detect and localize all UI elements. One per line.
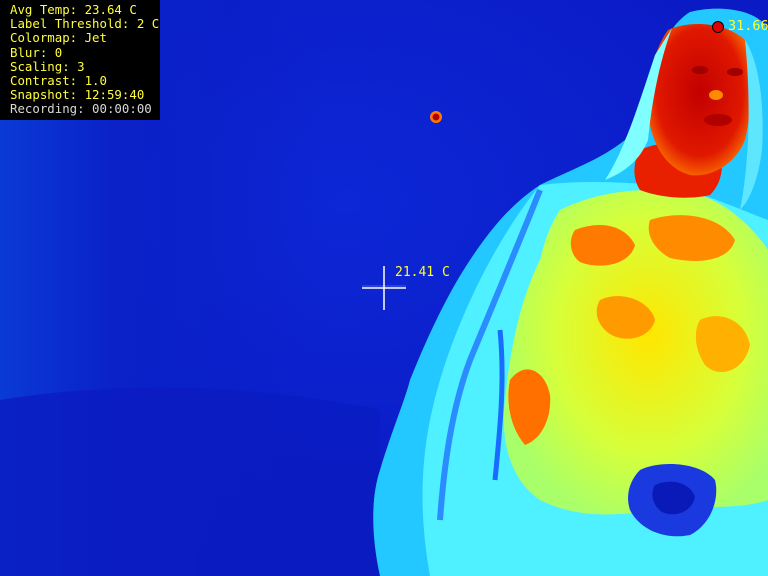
- chest-heat-patch: [596, 296, 655, 339]
- hud-info-panel: Avg Temp: 23.64 C Label Threshold: 2 C C…: [0, 0, 160, 120]
- sofa-region: [0, 387, 380, 576]
- crosshair-icon: [362, 266, 406, 310]
- hot-spot-inner: [432, 113, 440, 121]
- center-temp-label: 21.41 C: [395, 265, 450, 280]
- max-temp-label: 31.66: [728, 18, 768, 34]
- max-temp-marker-icon: [712, 21, 724, 33]
- side-heat-patch: [695, 316, 750, 373]
- hair-left: [605, 28, 672, 180]
- shoulder-heat-left: [570, 225, 635, 266]
- eye-left: [692, 66, 708, 74]
- jacket-fold: [492, 329, 505, 481]
- contrast-readout: Contrast: 1.0: [10, 73, 107, 89]
- hands-cool-core: [652, 481, 695, 515]
- torso-region: [503, 190, 768, 515]
- colormap-readout: Colormap: Jet: [10, 30, 107, 46]
- snapshot-readout: Snapshot: 12:59:40: [10, 87, 145, 103]
- nose-region: [709, 90, 723, 100]
- hair-right: [740, 40, 763, 210]
- mouth-region: [704, 114, 732, 126]
- head-region: [648, 24, 752, 176]
- avg-temp-readout: Avg Temp: 23.64 C: [10, 2, 137, 17]
- shoulder-heat-right: [648, 215, 735, 261]
- jacket-edge-left: [437, 188, 543, 521]
- blur-readout: Blur: 0: [10, 44, 63, 60]
- eye-right: [727, 68, 743, 76]
- label-threshold-readout: Label Threshold: 2 C: [10, 16, 160, 32]
- scaling-readout: Scaling: 3: [10, 58, 85, 74]
- recording-readout: Recording: 00:00:00: [10, 101, 152, 117]
- arm-heat-patch: [508, 369, 551, 445]
